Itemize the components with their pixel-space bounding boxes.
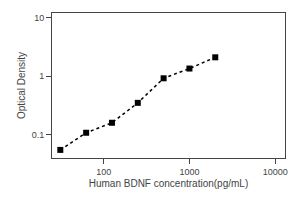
svg-text:1000: 1000 [179,167,199,177]
svg-text:10000: 10000 [263,167,288,177]
svg-text:0.1: 0.1 [32,130,45,140]
svg-text:1: 1 [39,71,44,81]
svg-text:Human BDNF concentration(pg/mL: Human BDNF concentration(pg/mL) [89,178,249,189]
svg-text:100: 100 [96,167,111,177]
svg-text:Optical Density: Optical Density [16,52,27,119]
svg-text:10: 10 [34,13,44,23]
